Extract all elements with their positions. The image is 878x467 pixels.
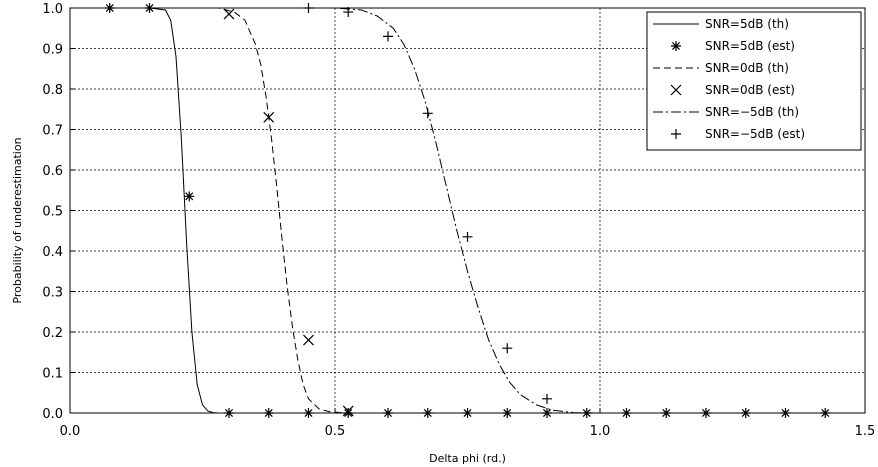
- x-tick-label: 0.0: [60, 424, 81, 439]
- data-point-marker: [502, 343, 513, 354]
- data-point-marker: [224, 408, 234, 418]
- legend-item: SNR=−5dB (th): [653, 105, 799, 119]
- y-tick-label: 0.2: [42, 326, 63, 341]
- legend-item: SNR=−5dB (est): [671, 127, 805, 141]
- legend-box: [646, 11, 862, 151]
- legend-marker: [671, 129, 681, 139]
- data-point-marker: [462, 231, 473, 242]
- y-tick-label: 0.7: [42, 124, 63, 139]
- series-line: [70, 7, 865, 414]
- series-3: [70, 7, 865, 414]
- legend-label: SNR=5dB (th): [705, 17, 789, 31]
- y-tick-label: 0.6: [42, 164, 63, 179]
- series-group: [70, 3, 865, 418]
- legend-item: SNR=0dB (est): [670, 83, 795, 97]
- y-tick-label: 1.0: [42, 2, 63, 17]
- legend-label: SNR=5dB (est): [705, 39, 795, 53]
- data-point-marker: [303, 3, 314, 13]
- data-point-marker: [581, 408, 592, 418]
- x-tick-label: 1.0: [590, 424, 611, 439]
- legend-item: SNR=5dB (th): [653, 17, 789, 31]
- data-point-marker: [343, 7, 354, 18]
- legend-label: SNR=−5dB (est): [705, 127, 805, 141]
- legend-label: SNR=0dB (th): [705, 61, 789, 75]
- x-tick-label: 1.5: [855, 424, 876, 439]
- data-point-marker: [263, 111, 275, 123]
- series-4: [223, 8, 354, 417]
- y-tick-label: 0.9: [42, 43, 63, 58]
- series-6: [303, 3, 552, 404]
- legend-marker: [670, 84, 682, 96]
- x-tick-label: 0.5: [325, 424, 346, 439]
- data-point-marker: [502, 408, 513, 418]
- y-tick-label: 0.5: [42, 205, 63, 220]
- data-point-marker: [422, 108, 433, 119]
- y-tick-label: 0.1: [42, 367, 63, 382]
- data-point-marker: [342, 405, 354, 417]
- legend-marker: [671, 41, 681, 51]
- data-point-marker: [223, 8, 235, 20]
- data-point-marker: [303, 334, 314, 346]
- data-point-marker: [303, 408, 314, 418]
- series-1: [70, 7, 865, 414]
- y-tick-label: 0.0: [42, 407, 63, 422]
- series-5: [70, 7, 865, 414]
- y-axis-title: Probability of underestimation: [11, 137, 24, 303]
- grid: [70, 8, 865, 413]
- data-point-marker: [383, 31, 393, 42]
- legend-item: SNR=0dB (th): [653, 61, 789, 75]
- legend: SNR=5dB (th) SNR=5dB (est) SNR=0dB (th) SNR…: [646, 11, 862, 151]
- legend-label: SNR=0dB (est): [705, 83, 795, 97]
- y-tick-label: 0.8: [42, 83, 63, 98]
- y-tick-label: 0.4: [42, 245, 63, 260]
- series-line: [70, 7, 865, 414]
- data-point-marker: [263, 408, 274, 418]
- axis-ticks: 0.0 0.5 1.0 1.5 0.0 0.1 0.2 0.3 0.4 0.5 0.6 0.7 0.8 0…: [42, 2, 875, 439]
- data-point-marker: [184, 191, 195, 202]
- y-tick-label: 0.3: [42, 286, 63, 301]
- x-axis-title: Delta phi (rd.): [429, 452, 506, 465]
- series-line: [70, 7, 865, 414]
- data-point-marker: [383, 408, 393, 418]
- legend-label: SNR=−5dB (th): [705, 105, 799, 119]
- legend-item: SNR=5dB (est): [671, 39, 795, 53]
- data-point-marker: [542, 393, 552, 404]
